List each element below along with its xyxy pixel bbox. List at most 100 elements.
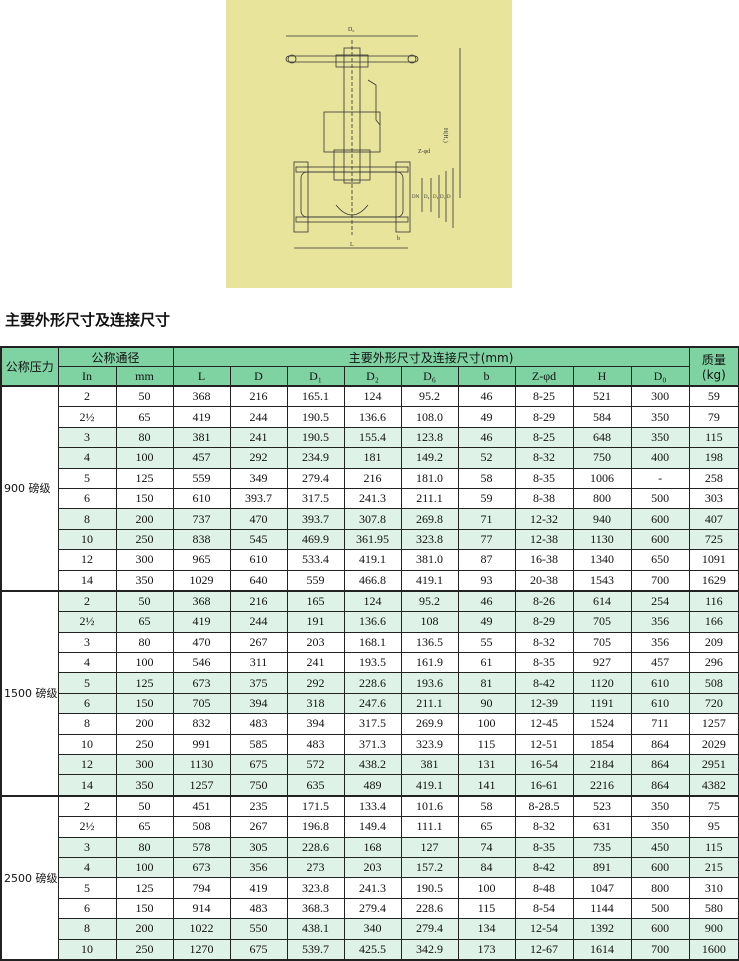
table-cell: 800 <box>630 877 690 899</box>
label-h: H(H₁) <box>442 128 449 143</box>
table-cell: 247.6 <box>343 692 402 715</box>
table-cell: 1047 <box>572 877 632 899</box>
table-row: 4 100 457 292 234.9 181 149.2 52 8-32 750 400 198 <box>1 447 739 469</box>
table-cell: 241 <box>286 652 345 674</box>
subheader-cell: In <box>57 366 117 387</box>
table-cell: 610 <box>172 487 231 510</box>
table-cell: 572 <box>286 754 345 776</box>
table-cell: 193.6 <box>400 672 459 694</box>
table-row: 6 150 914 483 368.3 279.4 228.6 115 8-54 1144 500 5… <box>1 897 739 920</box>
label-b: b <box>397 236 400 242</box>
table-cell: 340 <box>343 918 402 940</box>
table-cell: 375 <box>229 672 288 694</box>
table-cell: 165 <box>286 589 345 613</box>
table-cell: 292 <box>229 447 288 469</box>
table-cell: 864 <box>630 754 690 776</box>
table-cell: 559 <box>286 569 345 592</box>
table-cell: 891 <box>572 856 632 879</box>
table-cell: 2951 <box>688 754 739 776</box>
table-cell: 600 <box>630 528 690 551</box>
table-cell: 8-54 <box>514 897 574 920</box>
table-cell: 425.5 <box>343 938 402 961</box>
table-cell: 8-35 <box>514 652 574 674</box>
table-cell: 8-25 <box>514 426 574 449</box>
table-cell: 317.5 <box>286 487 345 510</box>
table-cell: 50 <box>115 794 174 818</box>
subheader-cell: b <box>457 366 516 387</box>
header-mass-unit: (kg) <box>701 368 726 382</box>
table-row: 5 125 559 349 279.4 216 181.0 58 8-35 1006-258 <box>1 467 739 489</box>
table-cell: 545 <box>229 528 288 551</box>
table-cell: 200 <box>115 508 174 530</box>
table-cell: 610 <box>630 672 690 694</box>
table-cell: 190.5 <box>286 426 345 449</box>
table-cell: 600 <box>630 856 690 879</box>
table-cell: 864 <box>630 774 690 797</box>
table-cell: 469.9 <box>286 528 345 551</box>
table-cell: 111.1 <box>400 816 459 838</box>
table-row: 5 125 794 419 323.8 241.3 190.5 100 8-48 1047 800 3… <box>1 877 739 899</box>
table-cell: 269.8 <box>400 508 459 530</box>
table-cell: 2216 <box>572 774 632 797</box>
table-cell: 296 <box>688 652 739 674</box>
table-cell: 310 <box>688 877 739 899</box>
table-cell: 610 <box>630 692 690 715</box>
table-cell: 59 <box>457 487 516 510</box>
table-cell: 74 <box>457 836 516 858</box>
table-cell: 457 <box>172 447 231 469</box>
table-row: 3 80 470 267 203 168.1 136.5 55 8-32 705 356 209 <box>1 631 739 654</box>
table-cell: 59 <box>688 385 739 408</box>
table-cell: 49 <box>457 406 516 428</box>
table-cell: 356 <box>229 856 288 879</box>
table-row: 8 200 737 470 393.7 307.8 269.8 71 12-32 940 600 40… <box>1 508 739 530</box>
table-cell: 235 <box>229 794 288 818</box>
table-cell: 700 <box>630 569 690 592</box>
table-cell: 8-25 <box>514 385 574 408</box>
table-cell: 500 <box>630 897 690 920</box>
table-cell: 115 <box>688 426 739 449</box>
table-cell: 165.1 <box>286 385 345 408</box>
table-cell: 900 <box>688 918 739 940</box>
table-cell: 8-32 <box>514 816 574 838</box>
table-cell: 5 <box>57 877 117 899</box>
table-cell: 241.3 <box>343 487 402 510</box>
table-cell: 1130 <box>572 528 632 551</box>
table-cell: 87 <box>457 549 516 571</box>
table-cell: 965 <box>172 549 231 571</box>
table-cell: 250 <box>115 528 174 551</box>
table-cell: 244 <box>229 611 288 633</box>
table-cell: 711 <box>630 713 690 735</box>
table-cell: 419 <box>172 406 231 428</box>
table-cell: 100 <box>115 652 174 674</box>
table-cell: 318 <box>286 692 345 715</box>
table-cell: 12 <box>57 549 117 571</box>
table-cell: 196.8 <box>286 816 345 838</box>
table-cell: 71 <box>457 508 516 530</box>
table-cell: 356 <box>630 611 690 633</box>
table-cell: 1257 <box>172 774 231 797</box>
table-cell: 635 <box>286 774 345 797</box>
table-row: 900 磅级 2 50 368 216 165.1 124 95.2 46 8-25 521 300 5… <box>0 385 739 592</box>
table-cell: 216 <box>343 467 402 489</box>
table-cell: 267 <box>229 631 288 654</box>
table-cell: 350 <box>115 569 174 592</box>
table-cell: 8-29 <box>514 611 574 633</box>
table-row: 3 80 381 241 190.5 155.4 123.8 46 8-25 648 350 115 <box>1 426 739 449</box>
table-cell: 673 <box>172 856 231 879</box>
table-cell: 350 <box>115 774 174 797</box>
table-cell: 12-38 <box>514 528 574 551</box>
table-cell: 100 <box>115 856 174 879</box>
subheader-cell: D₂ <box>343 366 402 387</box>
table-cell: 864 <box>630 733 690 756</box>
table-cell: 16-54 <box>514 754 574 776</box>
table-cell: 2½ <box>57 406 117 428</box>
table-cell: 350 <box>630 426 690 449</box>
table-cell: 450 <box>630 836 690 858</box>
table-cell: 303 <box>688 487 739 510</box>
label-d6: D₆ <box>424 195 430 200</box>
table-cell: 12-39 <box>514 692 574 715</box>
table-cell: 2 <box>57 385 117 408</box>
label-d1: D₁ <box>440 195 446 200</box>
table-cell: 8 <box>57 918 117 940</box>
table-cell: 381 <box>400 754 459 776</box>
